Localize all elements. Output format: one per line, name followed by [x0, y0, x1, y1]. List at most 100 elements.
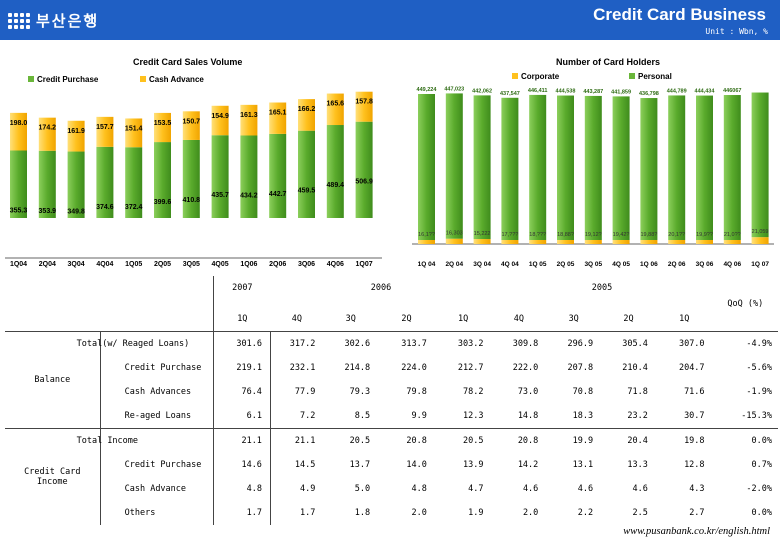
cell-value: 20.8: [406, 436, 427, 446]
cell-value: 71.6: [684, 387, 705, 397]
cell-value: 79.3: [349, 387, 371, 397]
cell-value: 313.7: [401, 339, 427, 349]
cell-value: 14.6: [213, 453, 271, 477]
cell-value: 70.8: [572, 387, 594, 397]
holders-bar-corporate: [751, 237, 769, 244]
holders-category-label: 3Q 06: [696, 261, 714, 268]
year-2006: 2006: [370, 283, 392, 293]
cell-value: 5.0: [354, 484, 371, 494]
holders-category-label: 1Q 05: [529, 261, 547, 268]
row-label: Re-aged Loans: [100, 404, 215, 429]
sales-label-cash-advance: 161.3: [240, 112, 258, 119]
sales-label-cash-advance: 150.7: [183, 118, 201, 125]
legend-cash-advance-swatch: [140, 76, 146, 82]
holders-bar-corporate: [612, 240, 630, 244]
holders-category-label: 4Q 04: [501, 261, 519, 268]
cell-value: 305.4: [622, 339, 648, 349]
sales-label-credit-purchase: 506.9: [355, 179, 373, 186]
sales-bar-credit-purchase: [96, 146, 114, 218]
sales-label-cash-advance: 153.5: [154, 120, 172, 127]
holders-label-corporate: 16,303: [446, 231, 463, 237]
quarter-header: 3Q: [546, 307, 602, 332]
cell-value: 4.8: [213, 477, 271, 501]
bank-logo[interactable]: 부산은행: [8, 10, 99, 31]
holders-label-personal: 444,434: [695, 89, 716, 95]
sales-bar-cash-advance: [10, 112, 27, 151]
footer-url[interactable]: www.pusanbank.co.kr/english.html: [623, 526, 770, 537]
sales-label-cash-advance: 166.2: [298, 106, 316, 113]
cell-value: 19.9: [572, 436, 594, 446]
cell-value: 224.0: [401, 363, 427, 373]
quarter-header: 2Q: [601, 307, 656, 332]
sales-category-label: 4Q06: [327, 261, 344, 268]
card-holders-chart: Number of Card Holders Corporate Persona…: [412, 57, 774, 268]
cell-value: 302.6: [344, 339, 371, 349]
cell-value: 2.0: [522, 508, 539, 518]
holders-bar-corporate: [668, 240, 686, 244]
cell-value: 207.8: [567, 363, 594, 373]
sales-bar-cash-advance: [240, 104, 258, 136]
cell-value: 2.5: [632, 508, 648, 518]
holders-bar-personal: [723, 95, 741, 240]
holders-category-label: 2Q 04: [445, 261, 463, 268]
cell-value: 12.8: [684, 460, 705, 470]
cell-value: 77.9: [294, 387, 316, 397]
legend-personal-swatch: [629, 73, 635, 79]
cell-value: 73.0: [517, 387, 539, 397]
logo-text: 부산은행: [36, 12, 100, 30]
holders-label-corporate: 19,12?: [585, 232, 602, 238]
sales-bar-credit-purchase: [125, 147, 143, 218]
sales-volume-chart: Credit Card Sales Volume Credit Purchase…: [5, 57, 382, 268]
unit-label: Unit : Wbn, %: [705, 27, 768, 36]
holders-label-personal: 446067: [723, 88, 741, 94]
sales-label-credit-purchase: 349.8: [67, 209, 85, 216]
sales-bar-credit-purchase: [10, 150, 27, 218]
cell-value: 14.0: [406, 460, 427, 470]
quarter-header: 4Q: [491, 307, 547, 332]
holders-category-label: 4Q 05: [612, 261, 630, 268]
cell-value: 9.9: [378, 404, 435, 429]
holders-label-personal: 443,287: [583, 89, 603, 95]
table-row: Credit Card Income Total Income 21.1 21.1 20…: [5, 428, 778, 525]
cell-value: 20.5: [349, 436, 371, 446]
holders-label-personal: 436,798: [639, 91, 659, 97]
legend-corporate-swatch: [512, 73, 518, 79]
holders-label-corporate: 15,222: [474, 231, 491, 237]
sales-bar-cash-advance: [67, 120, 85, 152]
cell-value: 1.7: [300, 508, 316, 518]
sales-bar-cash-advance: [96, 116, 114, 147]
table-row: Cash Advance 4.8 4.9 5.0 4.8 4.7 4.6 4.6 4.6 4.3-…: [5, 477, 778, 501]
quarter-header: 3Q: [323, 307, 379, 332]
holders-label-corporate: 21,0??: [724, 232, 741, 238]
cell-value: 2.0: [411, 508, 427, 518]
sales-category-label: 2Q06: [269, 261, 286, 268]
sales-category-label: 1Q07: [356, 261, 373, 268]
row-label: Cash Advance: [100, 477, 215, 501]
cell-value: 14.5: [294, 460, 316, 470]
table-row: Credit Purchase 219.1 232.1 214.8 224.0 212.7…: [5, 356, 778, 380]
legend-cash-advance: Cash Advance: [149, 75, 204, 84]
cell-value: 219.1: [213, 356, 271, 380]
row-label: Cash Advances: [100, 380, 215, 404]
holders-bar-corporate: [501, 240, 519, 244]
sales-bar-cash-advance: [269, 102, 287, 134]
holders-bar-personal: [640, 98, 658, 240]
sales-bar-credit-purchase: [182, 139, 200, 218]
cell-value: 307.0: [678, 339, 705, 349]
cell-value: 210.4: [622, 363, 648, 373]
holders-label-corporate: 18,88?: [557, 232, 574, 238]
cell-value: 2.7: [689, 508, 705, 518]
sales-bar-credit-purchase: [154, 142, 171, 218]
sales-category-label: 1Q04: [10, 261, 27, 268]
sales-bar-credit-purchase: [326, 125, 344, 218]
sales-label-cash-advance: 157.7: [96, 124, 114, 131]
sales-chart-title: Credit Card Sales Volume: [133, 57, 242, 67]
holders-label-personal: 444,538: [556, 89, 576, 95]
holders-bar-corporate: [723, 240, 741, 244]
row-label: Total Income: [76, 428, 191, 453]
cell-value: 20.4: [627, 436, 648, 446]
cell-value: 1.7: [213, 501, 271, 525]
holders-bar-personal: [418, 94, 435, 240]
cell-value: 317.2: [289, 339, 316, 349]
cell-value: 4.6: [577, 484, 594, 494]
